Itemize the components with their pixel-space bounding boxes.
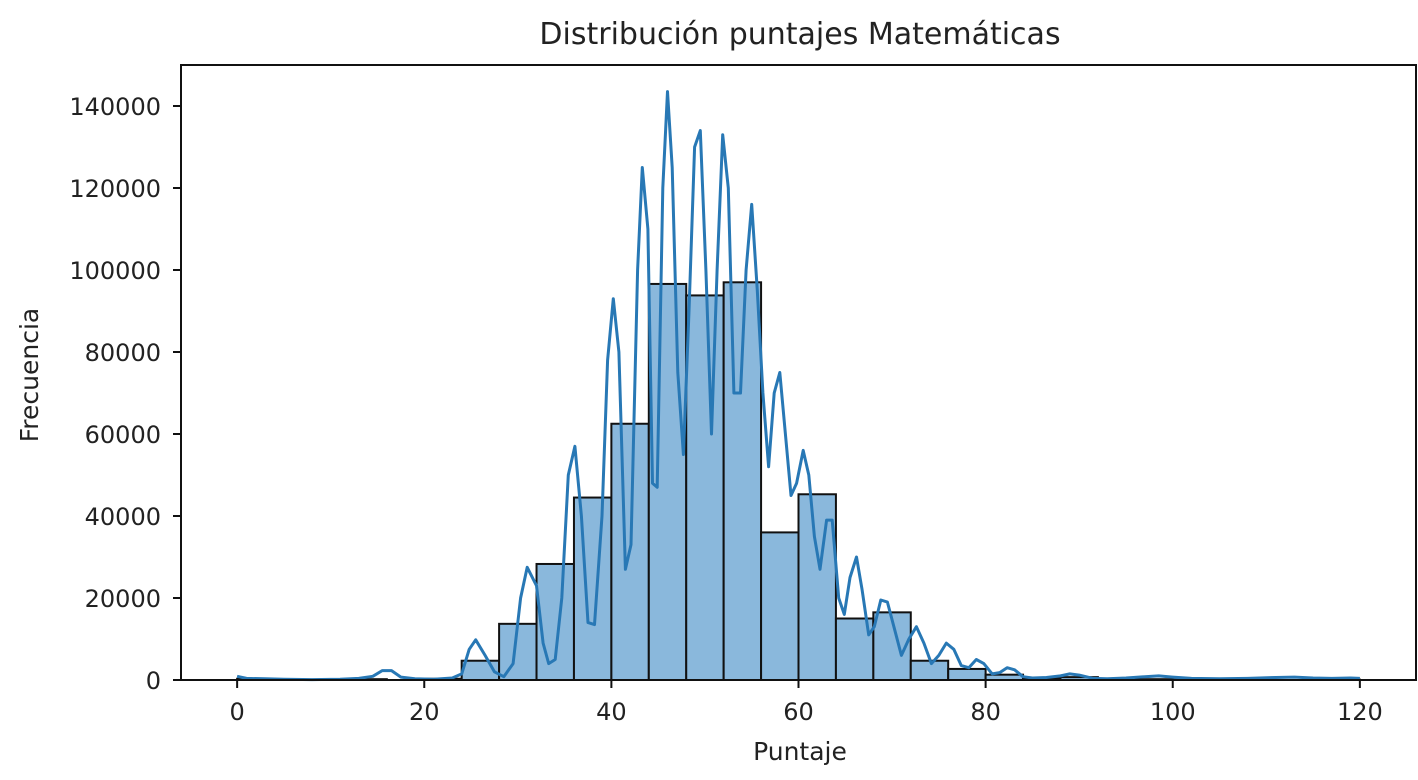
x-tick-label: 40 <box>596 698 627 726</box>
x-tick-label: 100 <box>1150 698 1196 726</box>
histogram-bar <box>647 282 688 681</box>
histogram-bar <box>685 294 725 681</box>
x-tick-label: 120 <box>1337 698 1383 726</box>
x-axis-label: Puntaje <box>753 737 847 766</box>
histogram-bar <box>572 496 613 681</box>
y-tick-label: 80000 <box>85 339 161 367</box>
y-tick-label: 0 <box>146 667 161 695</box>
axes-layer: 0 20 40 60 80 100 120 0 20000 40000 60000 80000 1000… <box>69 64 1417 726</box>
y-axis-label: Frecuencia <box>15 308 44 443</box>
y-tick-label: 60000 <box>85 421 161 449</box>
x-tick-label: 80 <box>970 698 1001 726</box>
y-tick-label: 120000 <box>69 175 161 203</box>
y-tick-label: 140000 <box>69 93 161 121</box>
kde-curve <box>236 90 1360 682</box>
bars-layer <box>236 281 1361 682</box>
chart-title: Distribución puntajes Matemáticas <box>539 17 1060 52</box>
histogram-bar <box>947 667 987 681</box>
y-tick-label: 20000 <box>85 585 161 613</box>
histogram-bar <box>760 531 800 682</box>
y-tick-label: 100000 <box>69 257 161 285</box>
x-tick-label: 60 <box>783 698 814 726</box>
x-tick-label: 20 <box>409 698 440 726</box>
y-tick-label: 40000 <box>85 503 161 531</box>
histogram-bar <box>797 493 837 681</box>
x-tick-label: 0 <box>229 698 244 726</box>
histogram-bar <box>909 659 950 681</box>
